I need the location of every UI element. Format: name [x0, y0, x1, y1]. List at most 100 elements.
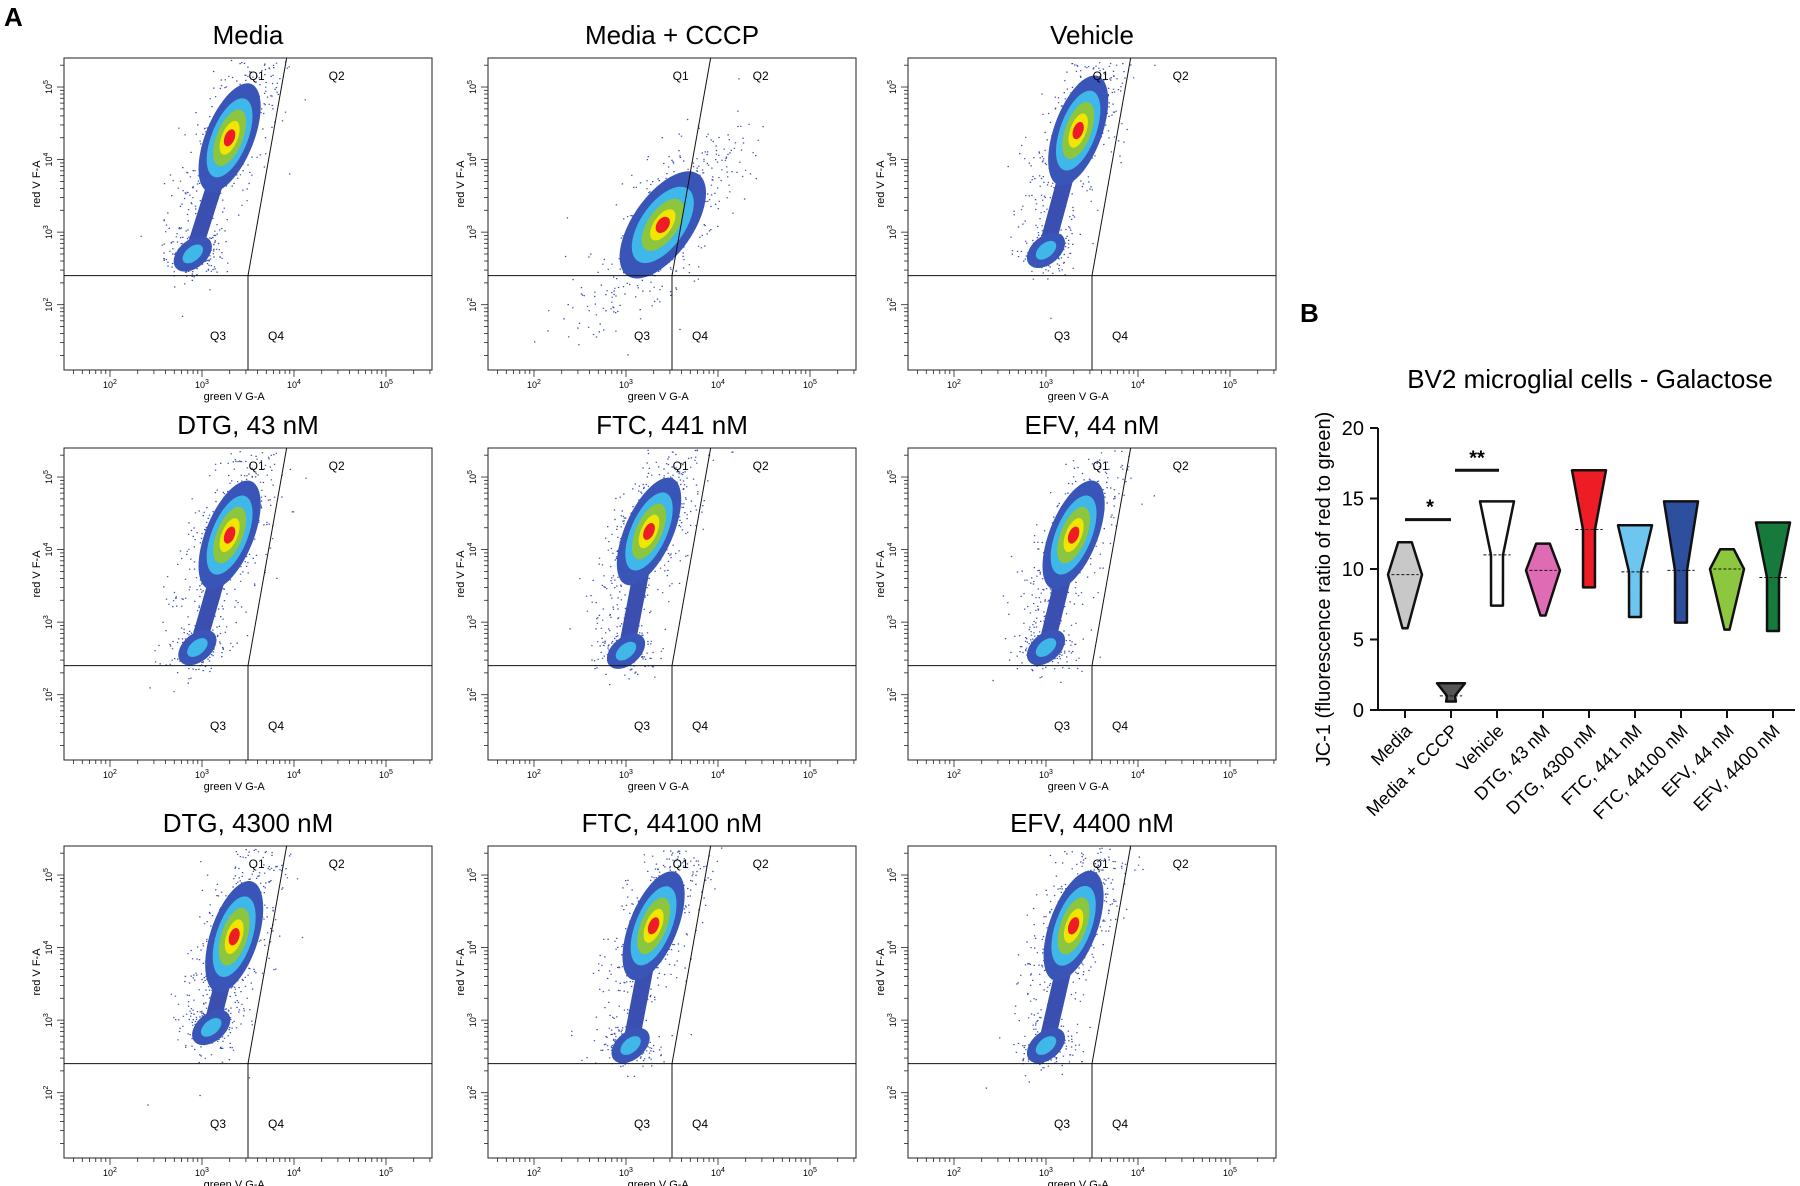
y-axis-label: red V F-A — [875, 160, 887, 208]
density-core-red — [647, 917, 660, 935]
x-axis-ticks — [496, 370, 855, 377]
y-tick-label: 105 — [467, 868, 478, 882]
x-tick-label: 105 — [379, 769, 393, 780]
y-tick-label: 102 — [467, 688, 478, 702]
y-tick-label: 103 — [43, 225, 54, 239]
x-tick-label: 104 — [711, 1167, 725, 1178]
gate-vertical-upper — [671, 845, 712, 1064]
x-tick-label: 102 — [103, 1167, 117, 1178]
y-axis-ticks — [901, 454, 908, 746]
plot-title: DTG, 43 nM — [177, 410, 319, 440]
quadrant-q4: Q4 — [692, 329, 708, 343]
density-cloud — [992, 450, 1155, 683]
flow-plot: EFV, 4400 nM Q1 Q2 Q3 Q4 102 103 104 105 green V … — [875, 808, 1277, 1186]
violin-shape — [1524, 542, 1562, 617]
density-cloud — [569, 449, 734, 686]
low-pop-cyan — [620, 1036, 641, 1055]
y-axis-ticks — [57, 64, 64, 356]
density-cloud — [571, 847, 723, 1077]
x-tick-label: 104 — [1131, 769, 1145, 780]
x-tick-label: 105 — [803, 769, 817, 780]
x-tick-label: 104 — [1131, 379, 1145, 390]
x-tick-label: 103 — [1039, 1167, 1053, 1178]
flow-plot: Media + CCCP Q1 Q2 Q3 Q4 102 103 104 105 green V … — [455, 20, 857, 403]
x-axis-label: green V G-A — [1048, 781, 1110, 793]
x-axis-ticks — [916, 760, 1275, 767]
plot-title: Media — [213, 20, 284, 50]
y-tick-label: 102 — [43, 298, 54, 312]
quadrant-q1: Q1 — [673, 69, 689, 83]
y-tick-label: 102 — [467, 1086, 478, 1100]
x-tick-label: 105 — [803, 1167, 817, 1178]
density-core-red — [223, 526, 236, 544]
quadrant-q1: Q1 — [673, 459, 689, 473]
quadrant-q2: Q2 — [1173, 857, 1189, 871]
x-axis-label: green V G-A — [628, 1179, 690, 1186]
y-tick-label: 104 — [467, 153, 478, 167]
y-tick-label: 104 — [43, 153, 54, 167]
quadrant-q1: Q1 — [1093, 69, 1109, 83]
x-tick-label: 102 — [947, 769, 961, 780]
x-axis-label: green V G-A — [204, 391, 266, 403]
y-tick-label: 102 — [887, 1086, 898, 1100]
significance-star: * — [1426, 497, 1434, 519]
x-tick-label: 103 — [619, 379, 633, 390]
quadrant-q2: Q2 — [1173, 459, 1189, 473]
x-axis-ticks — [916, 1158, 1275, 1165]
gate-vertical-upper — [1091, 57, 1132, 276]
quadrant-q3: Q3 — [210, 1117, 226, 1131]
x-tick-label: 105 — [803, 379, 817, 390]
y-tick-label: 104 — [43, 543, 54, 557]
density-core-red — [643, 522, 655, 540]
flow-plot: Media Q1 Q2 Q3 Q4 102 103 104 105 green V G-A 102 1… — [31, 20, 433, 403]
y-tick-label: 105 — [887, 470, 898, 484]
x-tick-label: 103 — [195, 1167, 209, 1178]
y-tick-label: 105 — [43, 868, 54, 882]
y-tick-label: 105 — [43, 80, 54, 94]
y-tick-label: 105 — [467, 470, 478, 484]
y-tick-label: 105 — [43, 470, 54, 484]
gate-vertical-upper — [247, 447, 288, 666]
quadrant-q4: Q4 — [692, 719, 708, 733]
plot-title: EFV, 4400 nM — [1010, 808, 1174, 838]
y-tick-label: 103 — [467, 1013, 478, 1027]
quadrant-q2: Q2 — [753, 459, 769, 473]
x-tick-label: 103 — [619, 1167, 633, 1178]
x-axis-ticks — [496, 760, 855, 767]
plot-title: FTC, 441 nM — [596, 410, 748, 440]
y-axis-ticks — [57, 852, 64, 1144]
x-tick-label: 104 — [287, 769, 301, 780]
y-axis-label: red V F-A — [31, 948, 43, 996]
y-tick-label: 105 — [887, 868, 898, 882]
quadrant-q2: Q2 — [753, 857, 769, 871]
quadrant-q1: Q1 — [249, 459, 265, 473]
panel-a-label: A — [4, 2, 23, 32]
x-tick-label: 105 — [1223, 1167, 1237, 1178]
y-tick-label: 103 — [467, 615, 478, 629]
gate-vertical-upper — [1091, 447, 1132, 666]
density-core-red — [655, 216, 670, 234]
low-pop-cyan — [615, 641, 637, 661]
quadrant-q3: Q3 — [210, 719, 226, 733]
x-tick-label: 102 — [947, 379, 961, 390]
x-axis-label: green V G-A — [628, 781, 690, 793]
density-cloud — [1007, 62, 1156, 319]
quadrant-q2: Q2 — [329, 459, 345, 473]
significance-stars: ** — [1469, 447, 1485, 469]
violin-shape — [1662, 500, 1700, 624]
y-axis-ticks — [901, 852, 908, 1144]
gate-vertical-upper — [671, 57, 712, 276]
y-axis-label: red V F-A — [455, 550, 467, 598]
density-core-red — [1067, 526, 1080, 544]
quadrant-q3: Q3 — [1054, 329, 1070, 343]
y-axis-label: red V F-A — [875, 550, 887, 598]
violin-y-tick-label: 10 — [1342, 559, 1364, 581]
violin-shape — [1754, 521, 1792, 633]
x-tick-label: 103 — [1039, 379, 1053, 390]
flow-plot: DTG, 4300 nM Q1 Q2 Q3 Q4 102 103 104 105 green V … — [31, 808, 433, 1186]
low-pop-cyan — [182, 244, 204, 264]
low-pop-cyan — [200, 1018, 222, 1037]
x-axis-label: green V G-A — [204, 781, 266, 793]
violin-shape — [1616, 524, 1654, 619]
low-pop-cyan — [1035, 638, 1057, 657]
